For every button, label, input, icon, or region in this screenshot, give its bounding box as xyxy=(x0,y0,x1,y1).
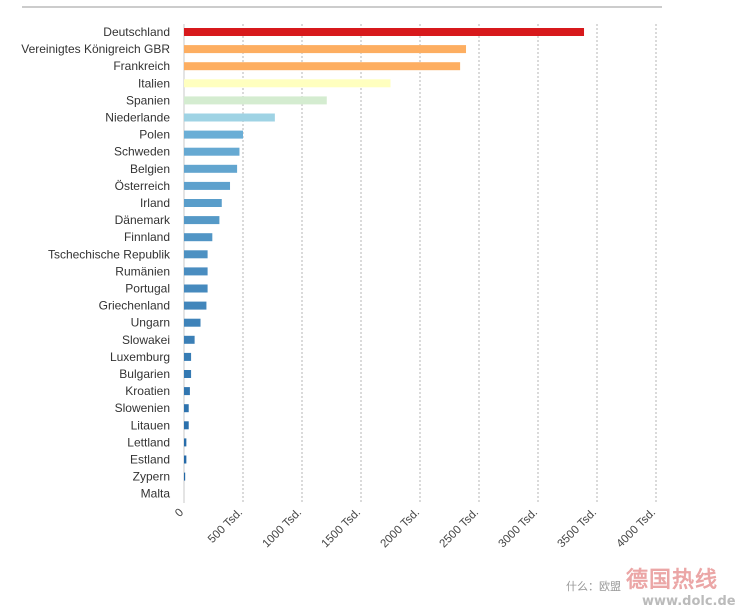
bar xyxy=(184,335,195,344)
bar xyxy=(184,181,231,190)
category-label: Niederlande xyxy=(105,111,170,125)
bar xyxy=(184,199,222,207)
category-label: Schweden xyxy=(114,145,170,159)
bar xyxy=(184,404,189,413)
bar xyxy=(184,318,201,327)
x-tick-label: 4000 Tsd. xyxy=(615,507,659,551)
bar xyxy=(184,216,220,225)
category-label: Portugal xyxy=(125,282,170,296)
category-label: Belgien xyxy=(130,162,170,176)
bars xyxy=(184,28,585,481)
category-label: Dänemark xyxy=(115,213,171,227)
category-label: Irland xyxy=(140,196,170,210)
category-label: Finnland xyxy=(124,230,170,244)
bar xyxy=(184,130,243,139)
x-tick-label: 2000 Tsd. xyxy=(379,507,423,551)
bar xyxy=(184,28,585,36)
category-label: Malta xyxy=(141,487,171,501)
category-label: Litauen xyxy=(131,418,170,432)
category-label: Zypern xyxy=(133,470,170,484)
bar xyxy=(184,301,207,310)
category-label: Estland xyxy=(130,453,170,467)
category-label: Slowakei xyxy=(122,333,170,347)
category-labels: Deutschland Vereinigtes Königreich GBR Fra… xyxy=(21,25,171,501)
watermark-url: www.dolc.de xyxy=(642,594,736,609)
category-label: Ungarn xyxy=(131,316,170,330)
category-label: Italien xyxy=(138,76,170,90)
bar xyxy=(184,96,327,105)
x-tick-labels: 0 500 Tsd. 1000 Tsd. 1500 Tsd. 2000 Tsd. 2500… xyxy=(173,507,658,551)
bar xyxy=(184,370,192,378)
category-label: Tschechische Republik xyxy=(48,247,171,261)
bar xyxy=(184,233,213,242)
gridlines xyxy=(183,24,657,503)
bar xyxy=(184,45,467,54)
bar xyxy=(184,455,187,464)
category-label: Griechenland xyxy=(99,299,170,313)
bar xyxy=(184,267,208,276)
category-label: Kroatien xyxy=(125,384,170,398)
watermark-logo: 德国热线 xyxy=(626,568,719,593)
category-label: Lettland xyxy=(127,435,170,449)
x-tick-label: 0 xyxy=(173,507,186,520)
bar xyxy=(184,438,187,447)
bar xyxy=(184,147,240,156)
bar xyxy=(184,472,186,481)
x-tick-label: 1000 Tsd. xyxy=(261,507,305,551)
category-label: Österreich xyxy=(115,179,170,193)
bar xyxy=(184,164,238,173)
bar xyxy=(184,79,391,88)
category-label: Polen xyxy=(139,128,170,142)
category-label: Frankreich xyxy=(113,59,170,73)
bar xyxy=(184,387,190,396)
x-tick-label: 500 Tsd. xyxy=(206,507,245,546)
x-tick-label: 2500 Tsd. xyxy=(438,507,482,551)
x-tick-label: 1500 Tsd. xyxy=(320,507,364,551)
x-tick-label: 3000 Tsd. xyxy=(497,507,541,551)
x-tick-label: 3500 Tsd. xyxy=(556,507,600,551)
bar xyxy=(184,250,208,259)
category-label: Spanien xyxy=(126,93,170,107)
bar xyxy=(184,352,192,361)
category-label: Rumänien xyxy=(115,264,170,278)
watermark-caption: 什么：欧盟 xyxy=(566,580,621,593)
category-label: Slowenien xyxy=(115,401,170,415)
category-label: Deutschland xyxy=(103,25,170,39)
bar xyxy=(184,113,275,122)
bar xyxy=(184,62,461,71)
category-label: Bulgarien xyxy=(119,367,170,381)
bar xyxy=(184,421,189,430)
bar xyxy=(184,284,208,293)
category-label: Vereinigtes Königreich GBR xyxy=(21,42,170,56)
category-label: Luxemburg xyxy=(110,350,170,364)
